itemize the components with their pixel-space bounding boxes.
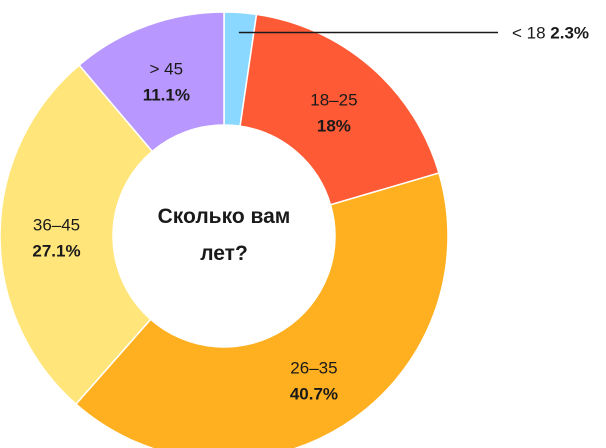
slice-18-25 bbox=[239, 13, 440, 206]
slice-gt-45 bbox=[78, 11, 225, 153]
chart-title-line-2: лет? bbox=[200, 242, 248, 265]
category-label-lt-18: < 18 bbox=[512, 24, 550, 43]
slice-26-35 bbox=[74, 172, 449, 448]
value-label-lt-18: 2.3% bbox=[550, 24, 589, 43]
slice-36-45 bbox=[0, 64, 154, 406]
slices-group bbox=[0, 11, 449, 448]
value-label-26-35: 40.7% bbox=[290, 384, 338, 403]
labels-group: < 18 2.3% 18–25 18% 26–35 40.7% 36–45 27.1% > 4… bbox=[32, 24, 589, 404]
category-label-26-35: 26–35 bbox=[290, 358, 337, 377]
chart-title-line-1: Сколько вам bbox=[158, 205, 291, 228]
slice-label-lt-18: < 18 2.3% bbox=[512, 24, 589, 43]
category-label-gt-45: > 45 bbox=[150, 60, 184, 79]
category-label-36-45: 36–45 bbox=[33, 215, 80, 234]
value-label-36-45: 27.1% bbox=[32, 241, 80, 260]
value-label-18-25: 18% bbox=[317, 117, 351, 136]
category-label-18-25: 18–25 bbox=[310, 91, 357, 110]
value-label-gt-45: 11.1% bbox=[143, 86, 190, 105]
